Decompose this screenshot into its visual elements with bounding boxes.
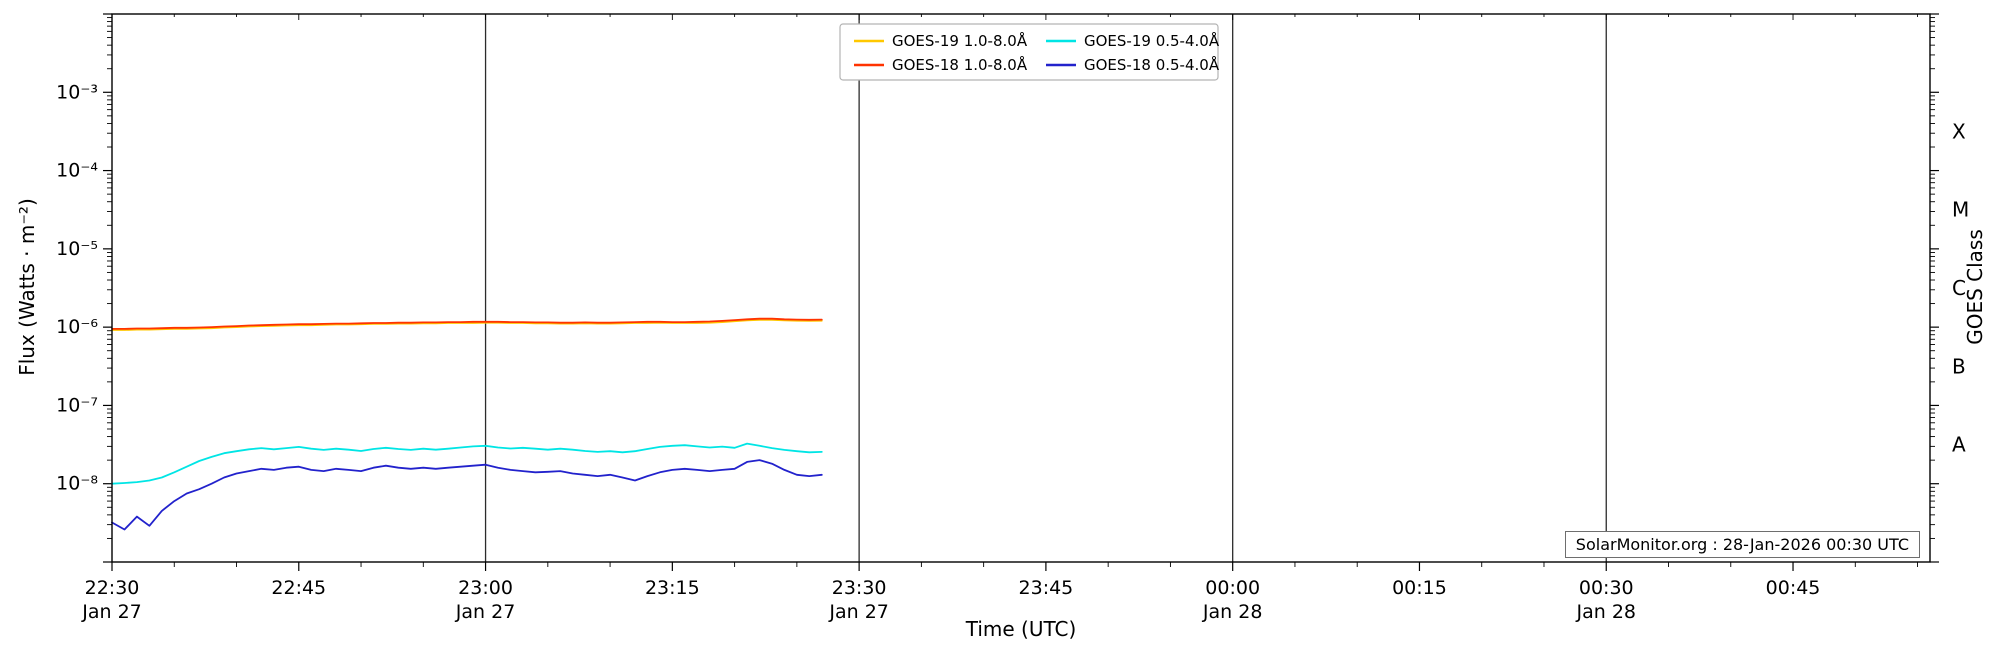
x-tick-label: 00:00 <box>1205 577 1260 599</box>
legend-box <box>839 23 1219 81</box>
series-lines <box>111 317 823 531</box>
plot-frame-group <box>111 13 1931 563</box>
series-line-2 <box>111 442 823 485</box>
watermark-annotation: SolarMonitor.org : 28-Jan-2026 00:30 UTC <box>1564 531 1920 558</box>
goes-class-letter: B <box>1952 354 1966 378</box>
legend-label: GOES-18 0.5-4.0Å <box>1084 55 1220 74</box>
y-tick-label: 10⁻⁸ <box>56 473 98 495</box>
x-tick-date-label: Jan 28 <box>1202 601 1263 623</box>
legend-label: GOES-19 1.0-8.0Å <box>892 31 1028 50</box>
right-axis-label: GOES Class <box>1963 229 1987 345</box>
y-tick-label: 10⁻⁵ <box>56 238 98 260</box>
x-tick-date-label: Jan 28 <box>1575 601 1636 623</box>
legend: GOES-19 1.0-8.0Å GOES-18 1.0-8.0Å GOES-19 … <box>839 23 1220 81</box>
x-tick-label: 22:45 <box>271 577 326 599</box>
goes-class-letter: C <box>1952 276 1966 300</box>
goes-class-letter: X <box>1952 119 1966 143</box>
series-line-0 <box>111 318 823 331</box>
y-tick-label: 10⁻³ <box>56 81 98 103</box>
x-tick-label: 23:45 <box>1019 577 1074 599</box>
plot-frame <box>111 13 1931 563</box>
goes-class-letter: M <box>1952 198 1969 222</box>
x-axis-label: Time (UTC) <box>965 617 1077 641</box>
x-tick-label: 23:30 <box>832 577 887 599</box>
x-tick-label: 00:15 <box>1392 577 1447 599</box>
legend-label: GOES-19 0.5-4.0Å <box>1084 31 1220 50</box>
x-tick-label: 22:30 <box>85 577 140 599</box>
legend-label: GOES-18 1.0-8.0Å <box>892 55 1028 74</box>
goes-class-letter: A <box>1952 433 1966 457</box>
x-tick-label: 00:30 <box>1579 577 1634 599</box>
x-tick-label: 23:00 <box>458 577 513 599</box>
x-tick-label: 23:15 <box>645 577 700 599</box>
y-tick-label: 10⁻⁷ <box>56 394 98 416</box>
x-tick-date-label: Jan 27 <box>455 601 516 623</box>
x-tick-date-label: Jan 27 <box>828 601 889 623</box>
series-line-3 <box>111 459 823 531</box>
x-tick-label: 00:45 <box>1766 577 1821 599</box>
y-tick-label: 10⁻⁴ <box>56 160 98 182</box>
x-tick-date-label: Jan 27 <box>81 601 142 623</box>
y-axis-label: Flux (Watts · m⁻²) <box>15 198 39 376</box>
series-line-1 <box>111 317 823 330</box>
y-tick-label: 10⁻⁶ <box>56 316 98 338</box>
